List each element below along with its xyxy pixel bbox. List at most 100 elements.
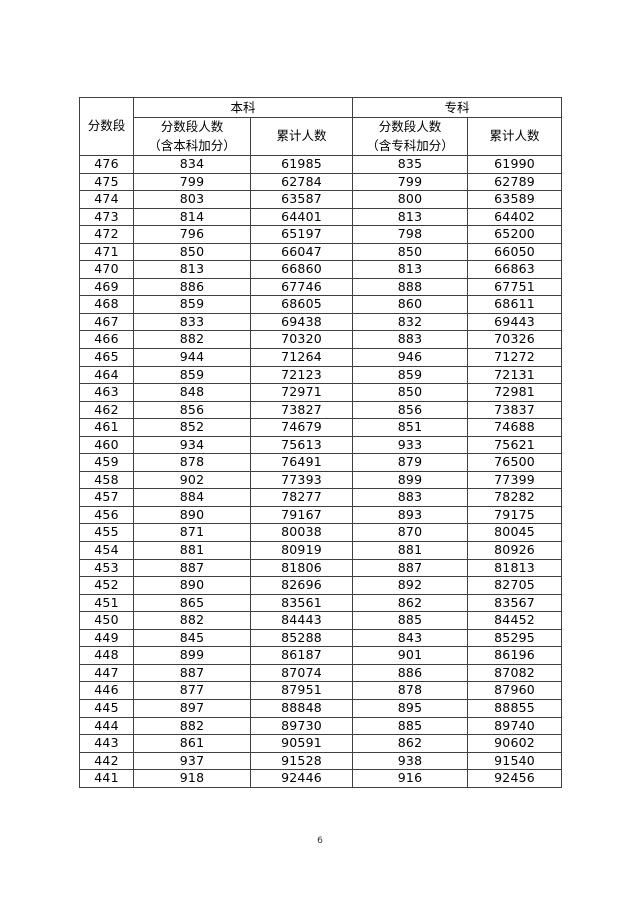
cell-undergraduate-cumulative: 74679 xyxy=(249,418,354,437)
header-line-primary: 累计人数 xyxy=(489,128,540,144)
cell-junior-college-frequency: 886 xyxy=(352,663,469,683)
table-row: 472 796 65197 798 65200 xyxy=(79,225,563,244)
cell-undergraduate-cumulative: 87074 xyxy=(249,663,354,683)
cell-score-band: 467 xyxy=(79,312,134,332)
cell-undergraduate-cumulative: 67746 xyxy=(249,277,354,297)
cell-junior-college-cumulative: 85295 xyxy=(467,628,563,648)
cell-undergraduate-frequency: 882 xyxy=(133,611,251,630)
cell-junior-college-cumulative: 81813 xyxy=(467,558,563,578)
cell-undergraduate-frequency: 856 xyxy=(133,400,251,420)
cell-undergraduate-frequency: 944 xyxy=(133,348,251,367)
cell-score-band: 447 xyxy=(79,663,134,683)
cell-undergraduate-cumulative: 72971 xyxy=(249,383,354,402)
cell-score-band: 464 xyxy=(79,365,134,385)
cell-junior-college-frequency: 892 xyxy=(352,576,469,595)
cell-undergraduate-frequency: 887 xyxy=(133,663,251,683)
cell-junior-college-frequency: 850 xyxy=(352,242,469,262)
table-body: 476 834 61985 835 61990 475 799 62784 799 62789 47… xyxy=(79,155,563,788)
cell-junior-college-cumulative: 72131 xyxy=(467,365,563,385)
table-header-sub-row: 分数段人数 （含本科加分） 累计人数 分数段人数 （含专科加分） 累计人数 xyxy=(80,117,563,156)
cell-undergraduate-frequency: 902 xyxy=(133,470,251,490)
column-group-header-undergraduate: 本科 xyxy=(132,97,354,118)
cell-junior-college-frequency: 933 xyxy=(352,435,469,455)
cell-junior-college-frequency: 859 xyxy=(352,365,469,385)
cell-undergraduate-cumulative: 80919 xyxy=(249,541,354,560)
cell-score-band: 472 xyxy=(79,225,134,244)
page-number: 6 xyxy=(317,836,323,846)
column-header-junior-college-cumulative: 累计人数 xyxy=(467,117,563,156)
cell-score-band: 454 xyxy=(79,541,134,560)
cell-undergraduate-cumulative: 92446 xyxy=(249,769,354,788)
cell-undergraduate-frequency: 834 xyxy=(133,155,251,174)
cell-undergraduate-frequency: 850 xyxy=(133,242,251,262)
cell-undergraduate-frequency: 890 xyxy=(133,505,251,525)
cell-undergraduate-cumulative: 70320 xyxy=(249,330,354,350)
cell-junior-college-frequency: 860 xyxy=(352,295,469,314)
cell-score-band: 450 xyxy=(79,611,134,630)
cell-score-band: 441 xyxy=(79,769,134,788)
cell-junior-college-cumulative: 86196 xyxy=(467,646,563,665)
cell-undergraduate-frequency: 934 xyxy=(133,435,251,455)
cell-undergraduate-cumulative: 66047 xyxy=(249,242,354,262)
table-header: 分数段 本科 专科 分数段人数 （含本科加分） 累计人数 分数段人数 （含专科加… xyxy=(79,97,563,156)
cell-undergraduate-cumulative: 79167 xyxy=(249,505,354,525)
cell-undergraduate-frequency: 796 xyxy=(133,225,251,244)
cell-junior-college-cumulative: 80926 xyxy=(467,541,563,560)
cell-junior-college-frequency: 862 xyxy=(352,593,469,613)
table-row: 461 852 74679 851 74688 xyxy=(79,418,563,437)
cell-undergraduate-frequency: 877 xyxy=(133,681,251,700)
table-row: 470 813 66860 813 66863 xyxy=(79,260,563,279)
cell-undergraduate-cumulative: 62784 xyxy=(249,172,354,192)
cell-undergraduate-cumulative: 78277 xyxy=(249,488,354,507)
cell-undergraduate-frequency: 848 xyxy=(133,383,251,402)
score-distribution-table-container: 分数段 本科 专科 分数段人数 （含本科加分） 累计人数 分数段人数 （含专科加… xyxy=(79,97,563,788)
cell-junior-college-cumulative: 66863 xyxy=(467,260,563,279)
header-line-secondary: （含专科加分） xyxy=(366,137,454,153)
table-row: 453 887 81806 887 81813 xyxy=(79,558,563,578)
table-row: 468 859 68605 860 68611 xyxy=(79,295,563,314)
table-row: 443 861 90591 862 90602 xyxy=(79,734,563,753)
cell-junior-college-cumulative: 68611 xyxy=(467,295,563,314)
cell-undergraduate-frequency: 845 xyxy=(133,628,251,648)
header-line-primary: 分数段人数 xyxy=(160,119,224,135)
cell-undergraduate-cumulative: 69438 xyxy=(249,312,354,332)
cell-score-band: 461 xyxy=(79,418,134,437)
table-row: 449 845 85288 843 85295 xyxy=(79,628,563,648)
cell-undergraduate-cumulative: 76491 xyxy=(249,453,354,472)
cell-undergraduate-cumulative: 71264 xyxy=(249,348,354,367)
cell-undergraduate-frequency: 833 xyxy=(133,312,251,332)
table-row: 467 833 69438 832 69443 xyxy=(79,312,563,332)
cell-junior-college-frequency: 870 xyxy=(352,523,469,543)
table-row: 466 882 70320 883 70326 xyxy=(79,330,563,350)
cell-junior-college-cumulative: 84452 xyxy=(467,611,563,630)
cell-score-band: 442 xyxy=(79,751,134,771)
cell-score-band: 451 xyxy=(79,593,134,613)
cell-undergraduate-cumulative: 86187 xyxy=(249,646,354,665)
cell-junior-college-frequency: 901 xyxy=(352,646,469,665)
table-row: 475 799 62784 799 62789 xyxy=(79,172,563,192)
table-row: 451 865 83561 862 83567 xyxy=(79,593,563,613)
header-line-primary: 分数段人数 xyxy=(378,119,442,135)
cell-score-band: 443 xyxy=(79,734,134,753)
cell-junior-college-frequency: 813 xyxy=(352,260,469,279)
table-row: 446 877 87951 878 87960 xyxy=(79,681,563,700)
cell-junior-college-cumulative: 69443 xyxy=(467,312,563,332)
cell-undergraduate-frequency: 799 xyxy=(133,172,251,192)
cell-junior-college-cumulative: 65200 xyxy=(467,225,563,244)
cell-junior-college-cumulative: 70326 xyxy=(467,330,563,350)
cell-score-band: 448 xyxy=(79,646,134,665)
cell-score-band: 469 xyxy=(79,277,134,297)
cell-junior-college-cumulative: 74688 xyxy=(467,418,563,437)
cell-score-band: 456 xyxy=(79,505,134,525)
column-header-undergraduate-frequency: 分数段人数 （含本科加分） xyxy=(133,117,251,156)
cell-undergraduate-cumulative: 65197 xyxy=(249,225,354,244)
column-group-header-junior-college: 专科 xyxy=(352,97,563,118)
cell-undergraduate-frequency: 882 xyxy=(133,330,251,350)
cell-score-band: 475 xyxy=(79,172,134,192)
cell-score-band: 460 xyxy=(79,435,134,455)
table-row: 441 918 92446 916 92456 xyxy=(79,769,563,788)
cell-undergraduate-frequency: 859 xyxy=(133,295,251,314)
cell-undergraduate-frequency: 937 xyxy=(133,751,251,771)
score-distribution-table: 分数段 本科 专科 分数段人数 （含本科加分） 累计人数 分数段人数 （含专科加… xyxy=(79,97,563,788)
cell-junior-college-cumulative: 73837 xyxy=(467,400,563,420)
